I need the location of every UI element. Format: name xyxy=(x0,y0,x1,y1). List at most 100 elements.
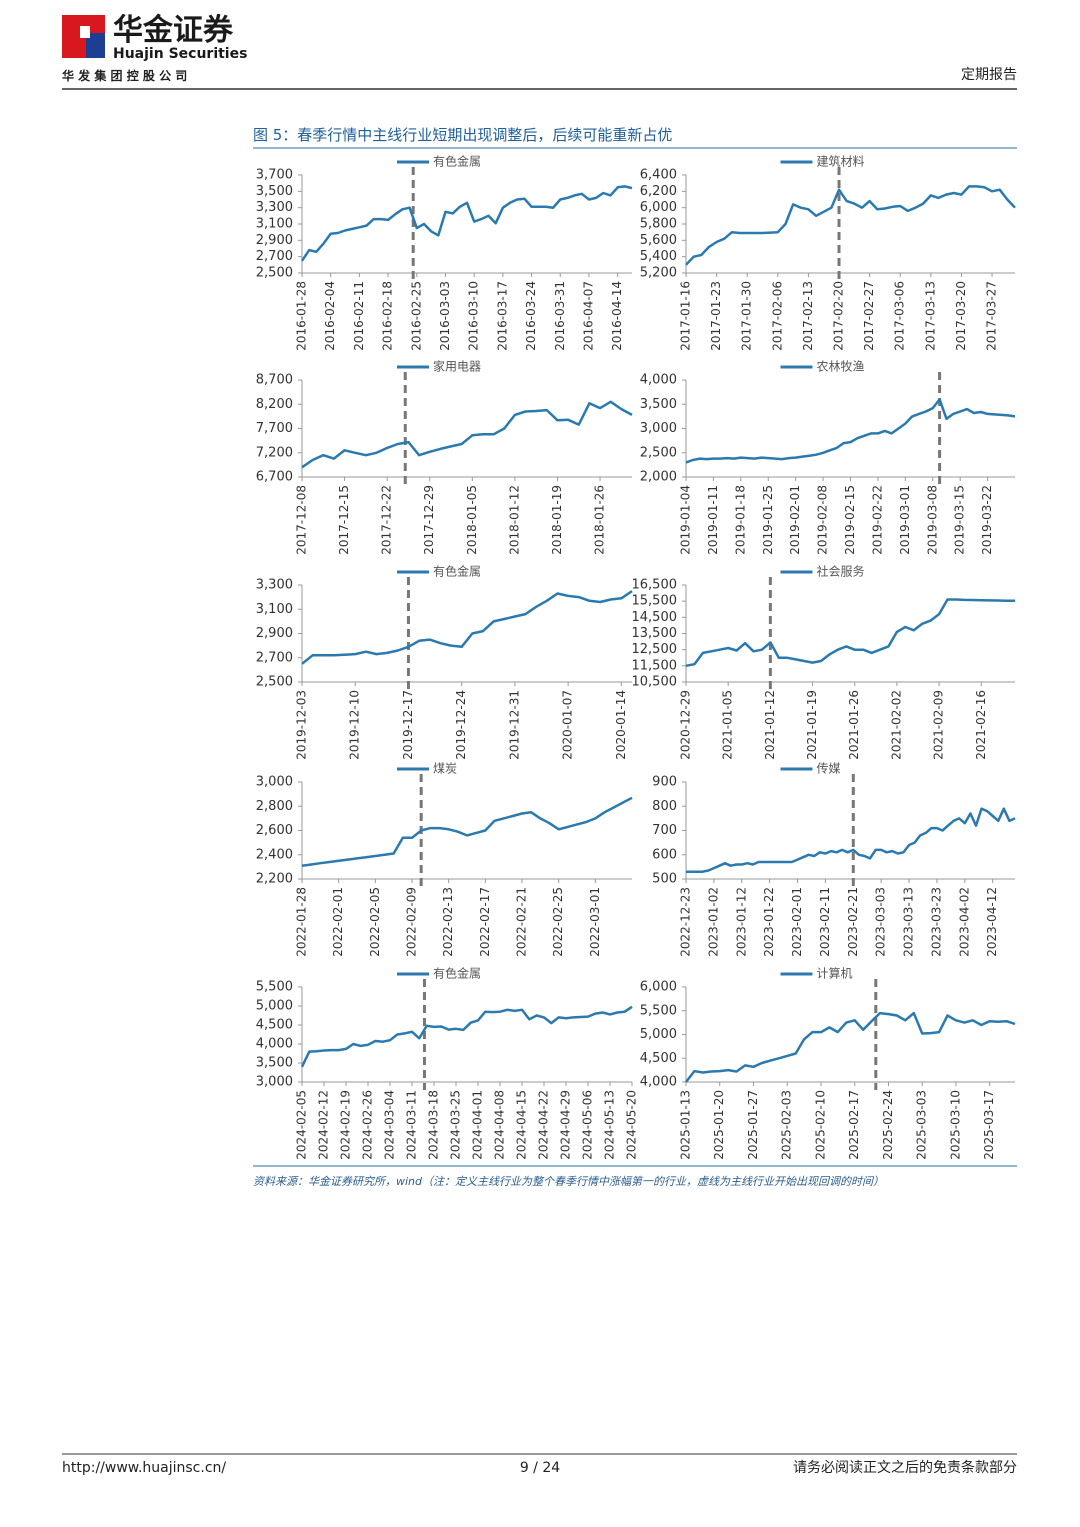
x-tick-label: 2024-04-01 xyxy=(471,1090,485,1160)
series-line xyxy=(686,807,1016,873)
footer-url: http://www.huajinsc.cn/ xyxy=(62,1460,226,1476)
x-tick-label: 2016-03-24 xyxy=(524,281,538,351)
x-tick-label: 2019-01-04 xyxy=(679,485,693,555)
series-line xyxy=(301,400,633,469)
x-tick-label: 2016-03-31 xyxy=(553,281,567,351)
y-tick-label: 13,500 xyxy=(632,626,678,641)
x-tick-label: 2019-12-24 xyxy=(454,690,468,760)
y-tick-label: 2,700 xyxy=(256,249,293,264)
y-tick-label: 3,500 xyxy=(640,397,677,412)
x-tick-label: 2025-03-03 xyxy=(915,1090,929,1160)
x-tick-label: 2020-12-29 xyxy=(679,690,693,760)
y-tick-label: 800 xyxy=(652,799,677,814)
x-tick-label: 2022-02-01 xyxy=(331,887,345,957)
y-tick-label: 5,600 xyxy=(640,233,677,248)
x-tick-label: 2024-03-04 xyxy=(383,1090,397,1160)
x-tick-label: 2016-03-03 xyxy=(438,281,452,351)
x-tick-label: 2024-02-26 xyxy=(361,1090,375,1160)
y-tick-label: 14,500 xyxy=(632,610,678,625)
series-line xyxy=(685,398,1016,464)
x-tick-label: 2017-01-23 xyxy=(709,281,723,351)
x-tick-label: 2016-04-07 xyxy=(581,281,595,351)
x-tick-label: 2019-02-01 xyxy=(788,485,802,555)
x-tick-label: 2024-04-15 xyxy=(515,1090,529,1160)
x-tick-label: 2022-02-17 xyxy=(478,887,492,957)
y-tick-label: 4,500 xyxy=(640,1051,677,1066)
x-tick-label: 2020-01-07 xyxy=(561,690,575,760)
series-line xyxy=(300,1005,633,1068)
logo-cn: 华金证券 xyxy=(113,13,234,48)
x-tick-label: 2017-12-22 xyxy=(380,485,394,555)
x-tick-label: 2023-02-01 xyxy=(790,887,804,957)
x-tick-label: 2025-03-17 xyxy=(982,1090,996,1160)
legend-label: 有色金属 xyxy=(433,564,481,579)
x-tick-label: 2025-02-03 xyxy=(780,1090,794,1160)
series-line xyxy=(685,185,1016,266)
y-tick-label: 5,000 xyxy=(256,999,293,1014)
x-tick-label: 2019-03-08 xyxy=(925,485,939,555)
x-tick-label: 2024-04-22 xyxy=(537,1090,551,1160)
legend-label: 传媒 xyxy=(817,761,841,776)
x-tick-label: 2024-02-05 xyxy=(295,1090,309,1160)
x-tick-label: 2024-02-12 xyxy=(317,1090,331,1160)
y-tick-label: 3,500 xyxy=(256,184,293,199)
x-tick-label: 2016-01-28 xyxy=(295,281,309,351)
y-tick-label: 7,200 xyxy=(256,445,293,460)
x-tick-label: 2022-02-21 xyxy=(515,887,529,957)
x-tick-label: 2023-04-12 xyxy=(985,887,999,957)
y-tick-label: 5,500 xyxy=(640,1003,677,1018)
x-tick-label: 2024-05-13 xyxy=(603,1090,617,1160)
legend-label: 家用电器 xyxy=(433,359,481,374)
y-tick-label: 16,500 xyxy=(632,578,678,593)
logo-en: Huajin Securities xyxy=(113,46,247,62)
y-tick-label: 8,700 xyxy=(256,373,293,388)
x-tick-label: 2024-04-29 xyxy=(559,1090,573,1160)
group: 华 发 集 团 控 股 公 司 xyxy=(62,68,187,83)
x-tick-label: 2022-12-23 xyxy=(679,887,693,957)
x-tick-label: 2023-01-22 xyxy=(762,887,776,957)
x-tick-label: 2019-12-03 xyxy=(295,690,309,760)
y-tick-label: 2,400 xyxy=(256,847,293,862)
legend-label: 计算机 xyxy=(817,966,853,981)
report-type: 定期报告 xyxy=(961,67,1017,83)
y-tick-label: 12,500 xyxy=(632,642,678,657)
x-tick-label: 2024-05-06 xyxy=(581,1090,595,1160)
y-tick-label: 3,700 xyxy=(256,168,293,183)
x-tick-label: 2024-03-11 xyxy=(405,1090,419,1160)
y-tick-label: 7,700 xyxy=(256,421,293,436)
x-tick-label: 2023-02-11 xyxy=(818,887,832,957)
y-tick-label: 5,200 xyxy=(640,266,677,281)
y-tick-label: 5,400 xyxy=(640,249,677,264)
x-tick-label: 2019-03-22 xyxy=(980,485,994,555)
x-tick-label: 2017-02-06 xyxy=(770,281,784,351)
x-tick-label: 2024-05-20 xyxy=(625,1090,639,1160)
x-tick-label: 2017-02-13 xyxy=(801,281,815,351)
y-tick-label: 2,000 xyxy=(640,470,677,485)
y-tick-label: 4,500 xyxy=(256,1018,293,1033)
x-tick-label: 2019-02-22 xyxy=(870,485,884,555)
x-tick-label: 2017-12-29 xyxy=(422,485,436,555)
series-line xyxy=(685,598,1016,668)
y-tick-label: 3,300 xyxy=(256,200,293,215)
x-tick-label: 2017-03-20 xyxy=(954,281,968,351)
y-tick-label: 11,500 xyxy=(632,658,678,673)
x-tick-label: 2021-01-05 xyxy=(721,690,735,760)
x-tick-label: 2016-03-10 xyxy=(467,281,481,351)
x-tick-label: 2025-01-13 xyxy=(679,1090,693,1160)
series-line xyxy=(301,796,633,867)
legend-label: 有色金属 xyxy=(433,154,481,169)
x-tick-label: 2017-12-08 xyxy=(295,485,309,555)
series-line xyxy=(685,1011,1016,1083)
y-tick-label: 6,200 xyxy=(640,184,677,199)
y-tick-label: 5,000 xyxy=(640,1027,677,1042)
y-tick-label: 5,800 xyxy=(640,217,677,232)
x-tick-label: 2024-03-18 xyxy=(427,1090,441,1160)
x-tick-label: 2019-01-18 xyxy=(733,485,747,555)
logo xyxy=(62,15,105,58)
series-line xyxy=(300,185,633,262)
x-tick-label: 2023-02-21 xyxy=(846,887,860,957)
page-number: 9 / 24 xyxy=(520,1460,560,1476)
x-tick-label: 2019-12-17 xyxy=(401,690,415,760)
y-tick-label: 2,500 xyxy=(256,675,293,690)
